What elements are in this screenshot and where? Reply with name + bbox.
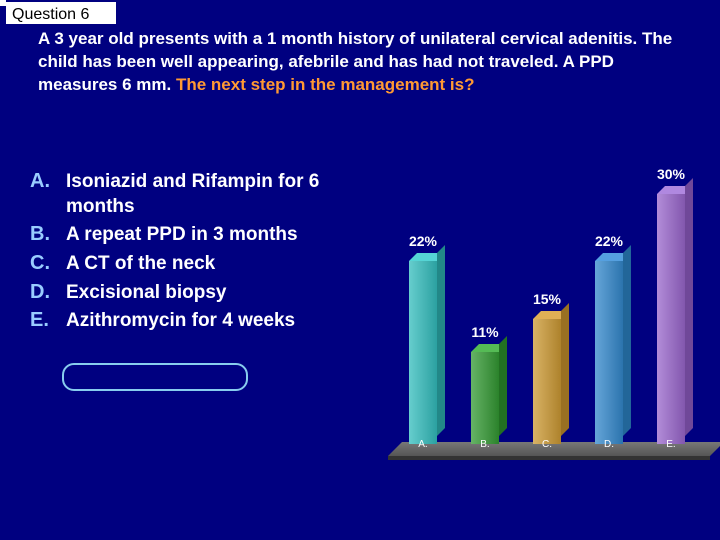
answer-letter: C.: [30, 252, 66, 275]
bar-side: [499, 336, 507, 436]
chart-area: 22%A.11%B.15%C.22%D.30%E.: [392, 170, 702, 470]
answer-row[interactable]: D.Excisional biopsy: [30, 281, 370, 306]
answer-text: Isoniazid and Rifampin for 6 months: [66, 170, 370, 219]
answer-text: A repeat PPD in 3 months: [66, 223, 298, 248]
bar-axis-label: D.: [578, 439, 640, 450]
bar-side: [685, 178, 693, 436]
answer-text: A CT of the neck: [66, 252, 215, 277]
bar: [595, 261, 623, 444]
bar-axis-label: B.: [454, 439, 516, 450]
bar: [409, 261, 437, 444]
bar: [533, 319, 561, 444]
bar-side: [623, 245, 631, 436]
bar-axis-label: E.: [640, 439, 702, 450]
response-chart: 22%A.11%B.15%C.22%D.30%E.: [392, 170, 702, 500]
bar-value-label: 22%: [392, 233, 454, 249]
bar-value-label: 30%: [640, 166, 702, 182]
answer-row[interactable]: E.Azithromycin for 4 weeks: [30, 309, 370, 334]
bar-axis-label: A.: [392, 439, 454, 450]
bar-side: [437, 245, 445, 436]
answer-text: Azithromycin for 4 weeks: [66, 309, 295, 334]
bar-value-label: 22%: [578, 233, 640, 249]
chart-floor-front: [388, 456, 710, 460]
answer-letter: E.: [30, 309, 66, 332]
answer-row[interactable]: A.Isoniazid and Rifampin for 6 months: [30, 170, 370, 219]
bar-value-label: 11%: [454, 324, 516, 340]
question-stem-highlight: The next step in the management is?: [176, 75, 475, 94]
bar-value-label: 15%: [516, 291, 578, 307]
correct-answer-highlight: [62, 363, 248, 391]
bar: [471, 352, 499, 444]
bar: [657, 194, 685, 444]
answer-row[interactable]: C.A CT of the neck: [30, 252, 370, 277]
answer-row[interactable]: B.A repeat PPD in 3 months: [30, 223, 370, 248]
bar-axis-label: C.: [516, 439, 578, 450]
bar-side: [561, 303, 569, 436]
question-label: Question 6: [12, 6, 89, 24]
answer-letter: B.: [30, 223, 66, 246]
answer-letter: A.: [30, 170, 66, 193]
answer-text: Excisional biopsy: [66, 281, 227, 306]
answer-list: A.Isoniazid and Rifampin for 6 monthsB.A…: [30, 170, 370, 338]
question-stem: A 3 year old presents with a 1 month his…: [38, 28, 690, 97]
answer-letter: D.: [30, 281, 66, 304]
